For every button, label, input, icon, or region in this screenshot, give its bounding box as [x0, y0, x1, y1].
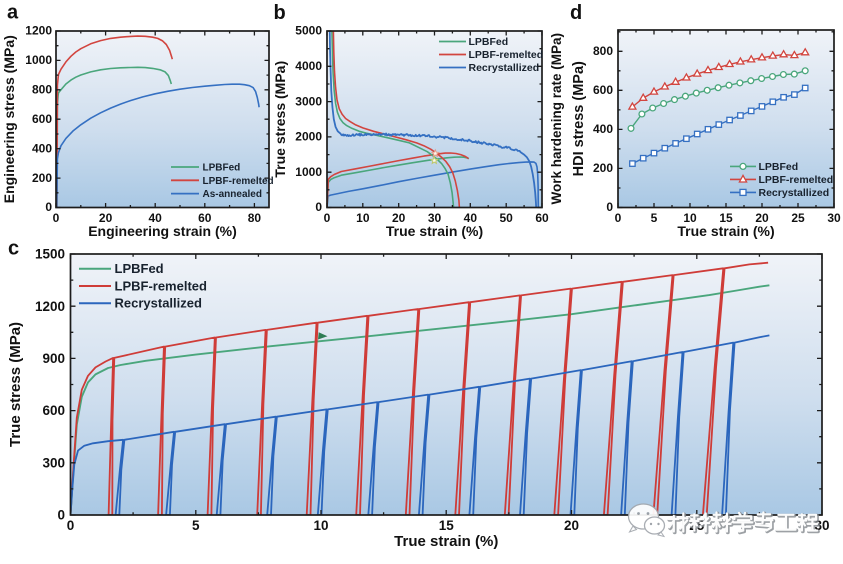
svg-text:1200: 1200: [25, 24, 52, 38]
svg-text:30: 30: [428, 211, 442, 225]
svg-text:80: 80: [248, 211, 262, 225]
svg-text:600: 600: [42, 403, 65, 418]
svg-text:0: 0: [53, 211, 60, 225]
svg-text:LPBFed: LPBFed: [203, 163, 241, 174]
svg-text:d: d: [570, 2, 582, 24]
svg-text:Engineering stress (MPa): Engineering stress (MPa): [1, 35, 17, 203]
svg-text:60: 60: [198, 211, 212, 225]
svg-text:20: 20: [564, 518, 579, 533]
svg-text:True stress (MPa): True stress (MPa): [7, 322, 24, 447]
svg-text:400: 400: [593, 122, 613, 136]
svg-text:5: 5: [651, 211, 658, 225]
svg-text:Engineering strain (%): Engineering strain (%): [88, 223, 237, 239]
svg-text:Recrystallized: Recrystallized: [115, 296, 202, 311]
svg-text:30: 30: [827, 211, 841, 225]
svg-text:LPBF-remelted: LPBF-remelted: [203, 176, 274, 187]
svg-text:800: 800: [593, 44, 613, 58]
svg-text:True strain (%): True strain (%): [394, 533, 498, 550]
svg-text:0: 0: [615, 211, 622, 225]
svg-text:1500: 1500: [35, 247, 65, 262]
svg-text:4000: 4000: [295, 59, 322, 73]
svg-text:400: 400: [32, 141, 52, 155]
svg-text:15: 15: [719, 211, 733, 225]
svg-text:As-annealed: As-annealed: [203, 189, 262, 200]
svg-text:40: 40: [464, 211, 478, 225]
svg-text:Recrystallized: Recrystallized: [469, 62, 540, 74]
svg-text:10: 10: [356, 211, 370, 225]
svg-text:LPBF-remelted: LPBF-remelted: [759, 174, 834, 186]
svg-text:900: 900: [42, 351, 65, 366]
svg-text:10: 10: [313, 518, 328, 533]
svg-text:25: 25: [791, 211, 805, 225]
svg-text:20: 20: [755, 211, 769, 225]
svg-text:60: 60: [535, 211, 549, 225]
svg-text:0: 0: [606, 200, 613, 214]
svg-text:a: a: [7, 2, 19, 24]
svg-text:600: 600: [32, 112, 52, 126]
svg-text:0: 0: [57, 508, 65, 523]
svg-text:800: 800: [32, 83, 52, 97]
svg-text:0: 0: [315, 200, 322, 214]
svg-text:Work hardening rate (MPa): Work hardening rate (MPa): [549, 33, 564, 205]
svg-text:LPBFed: LPBFed: [469, 36, 509, 48]
svg-text:200: 200: [32, 171, 52, 185]
svg-text:0: 0: [45, 200, 52, 214]
svg-text:Recrystallized: Recrystallized: [759, 187, 830, 199]
svg-text:0: 0: [67, 518, 75, 533]
svg-text:20: 20: [392, 211, 406, 225]
svg-text:LPBF-remelted: LPBF-remelted: [115, 278, 208, 293]
svg-text:1200: 1200: [35, 299, 65, 314]
svg-text:LPBFed: LPBFed: [115, 261, 164, 276]
svg-text:5: 5: [192, 518, 200, 533]
svg-text:HDI stress (MPa): HDI stress (MPa): [571, 61, 587, 176]
svg-text:600: 600: [593, 83, 613, 97]
svg-text:40: 40: [149, 211, 163, 225]
svg-text:15: 15: [439, 518, 455, 533]
svg-text:1000: 1000: [25, 53, 52, 67]
svg-text:True strain (%): True strain (%): [386, 223, 483, 239]
svg-text:3000: 3000: [295, 94, 322, 108]
svg-text:True strain (%): True strain (%): [677, 223, 774, 239]
svg-text:2000: 2000: [295, 130, 322, 144]
svg-text:50: 50: [499, 211, 513, 225]
svg-text:True stress (MPa): True stress (MPa): [272, 61, 288, 178]
svg-text:c: c: [8, 238, 19, 260]
svg-text:LPBF-remelted: LPBF-remelted: [469, 49, 544, 61]
svg-text:20: 20: [99, 211, 113, 225]
svg-text:b: b: [274, 2, 286, 24]
svg-text:300: 300: [42, 455, 65, 470]
svg-text:5000: 5000: [295, 24, 322, 38]
svg-text:10: 10: [683, 211, 697, 225]
svg-text:200: 200: [593, 161, 613, 175]
svg-text:LPBFed: LPBFed: [759, 161, 799, 173]
svg-text:1000: 1000: [295, 165, 322, 179]
svg-text:0: 0: [324, 211, 331, 225]
